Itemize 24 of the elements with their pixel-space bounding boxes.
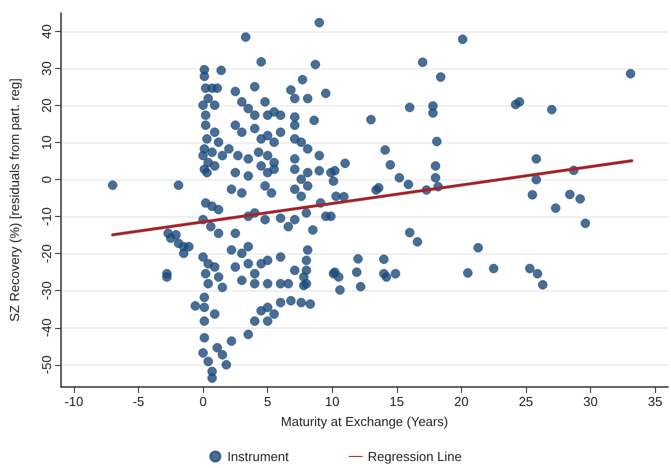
x-tick-label: 20 — [454, 394, 469, 409]
x-tick-label: 35 — [648, 394, 662, 409]
y-tick-label: 40 — [39, 24, 54, 39]
x-axis-title: Maturity at Exchange (Years) — [280, 414, 448, 429]
x-tick-label: 30 — [583, 394, 598, 409]
x-tick-label: 5 — [264, 394, 272, 409]
legend-label: Instrument — [227, 449, 290, 464]
y-tick-label: 10 — [39, 135, 54, 150]
y-tick-label: 30 — [39, 61, 54, 76]
x-tick-label: -5 — [132, 394, 144, 409]
legend-label: Regression Line — [368, 449, 462, 464]
x-tick-label: 25 — [518, 394, 534, 409]
y-tick-label: 0 — [39, 176, 54, 184]
y-tick-label: -10 — [39, 207, 54, 226]
x-tick-label: 0 — [199, 394, 207, 409]
x-tick-label: -10 — [64, 394, 84, 409]
y-tick-label: -30 — [39, 281, 54, 300]
y-tick-label: -20 — [39, 244, 54, 264]
y-axis-title: SZ Recovery (%) [residuals from part. reg] — [7, 78, 22, 322]
y-tick-label: -50 — [39, 355, 54, 374]
y-tick-label: 20 — [39, 98, 54, 113]
x-tick-label: 15 — [390, 394, 404, 409]
x-tick-label: 10 — [324, 394, 340, 409]
y-tick-label: -40 — [39, 318, 54, 338]
